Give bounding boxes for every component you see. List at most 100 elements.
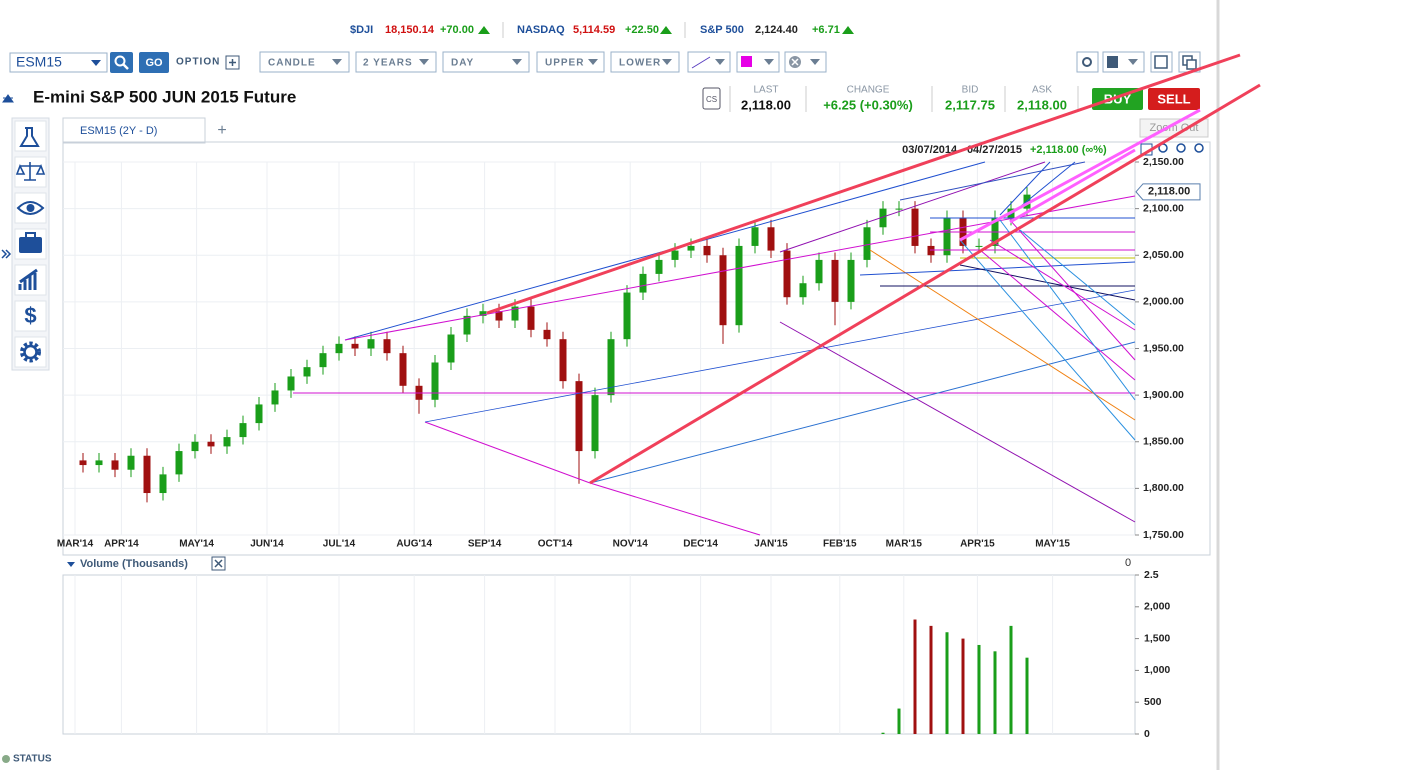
layout-button[interactable]	[1150, 51, 1173, 73]
volume-bar	[961, 638, 965, 734]
plus-icon	[229, 59, 236, 66]
candle-body	[95, 460, 103, 466]
candle-body	[911, 208, 919, 246]
up-arrow	[842, 26, 854, 34]
dropdown-arrow	[1128, 59, 1138, 65]
zoom-out[interactable]	[1176, 143, 1186, 153]
briefcase-icon	[19, 237, 42, 253]
candle-body	[511, 306, 519, 321]
dropdown-arrow	[419, 59, 429, 65]
briefcase-icon	[25, 232, 36, 239]
go-button[interactable]	[139, 52, 169, 73]
quote-panel: CS LAST 2,118.00 CHANGE +6.25 (+0.30%) B…	[702, 85, 1200, 112]
dropdown-arrow	[715, 59, 725, 65]
trendline	[989, 239, 1136, 331]
upper-dropdown[interactable]	[536, 51, 605, 73]
symbol-input[interactable]	[9, 52, 108, 73]
ticker-change: +6.71	[812, 24, 840, 36]
chart-tab[interactable]	[62, 117, 206, 144]
dropdown-arrow	[512, 59, 522, 65]
candle-body	[943, 217, 951, 256]
line-tool[interactable]	[687, 51, 731, 73]
price-tag-label: 2,118.00	[1148, 186, 1190, 198]
quote-label: CHANGE	[847, 85, 890, 96]
candle-body	[367, 339, 375, 349]
expand-icon[interactable]	[1, 249, 12, 259]
volume-bar	[897, 708, 901, 734]
volume-title: Volume (Thousands)	[80, 558, 188, 570]
candle-body	[623, 292, 631, 340]
x-tick-label: MAR'14	[57, 539, 94, 550]
sell-button[interactable]	[1148, 88, 1200, 110]
trendline	[899, 161, 1086, 201]
save-icon	[1107, 56, 1118, 68]
dropdown-arrow	[332, 59, 342, 65]
go-label: GO	[145, 57, 163, 69]
option-label[interactable]: OPTION	[176, 57, 220, 68]
symbol-text: ESM15	[16, 54, 62, 70]
candle-body	[543, 329, 551, 340]
cs-icon[interactable]	[702, 87, 721, 110]
x-tick-label: DEC'14	[683, 539, 718, 550]
dropdown-arrow	[810, 59, 820, 65]
color-swatch	[741, 56, 752, 67]
ticker-change: +22.50	[625, 24, 659, 36]
candle-body	[127, 455, 135, 470]
trendline	[344, 195, 1136, 341]
ticker-symbol[interactable]: S&P 500	[700, 24, 744, 36]
candle-body	[335, 343, 343, 354]
trendline	[999, 161, 1051, 216]
add-tab[interactable]: +	[217, 122, 226, 139]
lower-dropdown[interactable]	[610, 51, 680, 73]
candle-body	[111, 460, 119, 470]
candle-body	[159, 474, 167, 494]
status-icon	[2, 755, 10, 763]
volume-bar	[881, 732, 885, 734]
range-dropdown[interactable]	[355, 51, 437, 73]
ticker-symbol[interactable]: NASDAQ	[517, 24, 565, 36]
y-tick-label: 1,950.00	[1143, 342, 1184, 354]
chart-type-dropdown[interactable]	[259, 51, 350, 73]
candle-body	[639, 273, 647, 293]
collapse-arrow[interactable]	[67, 562, 75, 567]
tool-button[interactable]	[14, 300, 47, 332]
settings-button[interactable]	[1076, 51, 1099, 73]
ticker-strip: $DJI 18,150.14 +70.00 NASDAQ 5,114.59 +2…	[350, 22, 854, 38]
collapse-icon[interactable]	[2, 94, 14, 103]
candle-body	[319, 353, 327, 368]
quote-value: 2,117.75	[945, 97, 995, 112]
price-panel: MAR'14 APR'14 MAY'14 JUN'14 JUL'14 AUG'14 SEP'…	[57, 156, 1184, 550]
trendline	[424, 421, 591, 484]
candle-body	[799, 283, 807, 298]
x-tick-label: MAY'14	[179, 539, 214, 550]
popout-icon	[1186, 59, 1197, 70]
price-tag	[1135, 183, 1201, 201]
y-tick-label: 2.5	[1144, 569, 1159, 581]
candle-body	[751, 227, 759, 246]
dropdown-label: DAY	[451, 58, 474, 69]
dropdown-arrow	[662, 59, 672, 65]
up-arrow	[660, 26, 672, 34]
candle-body	[847, 259, 855, 302]
volume-bar	[1025, 657, 1029, 734]
zoom-in[interactable]	[1194, 143, 1204, 153]
tab-label: ESM15 (2Y - D)	[80, 125, 157, 137]
candle-body	[879, 208, 887, 228]
candle-body	[191, 441, 199, 452]
interval-dropdown[interactable]	[442, 51, 530, 73]
status-label[interactable]: STATUS	[13, 754, 52, 765]
candle-body	[671, 250, 679, 260]
dropdown-label: 2 YEARS	[363, 58, 413, 69]
search-button[interactable]	[110, 52, 133, 73]
candle-body	[495, 311, 503, 321]
line-icon	[691, 56, 711, 69]
candle-body	[447, 334, 455, 363]
ticker-symbol[interactable]: $DJI	[350, 24, 373, 36]
x-tick-label: JUN'14	[250, 539, 284, 550]
x-tick-label: AUG'14	[396, 539, 432, 550]
volume-header	[63, 557, 1135, 571]
y-tick-label: 1,850.00	[1143, 436, 1184, 448]
y-tick-label: 0	[1144, 728, 1150, 740]
candle-body	[575, 381, 583, 452]
x-tick-label: JAN'15	[754, 539, 788, 550]
